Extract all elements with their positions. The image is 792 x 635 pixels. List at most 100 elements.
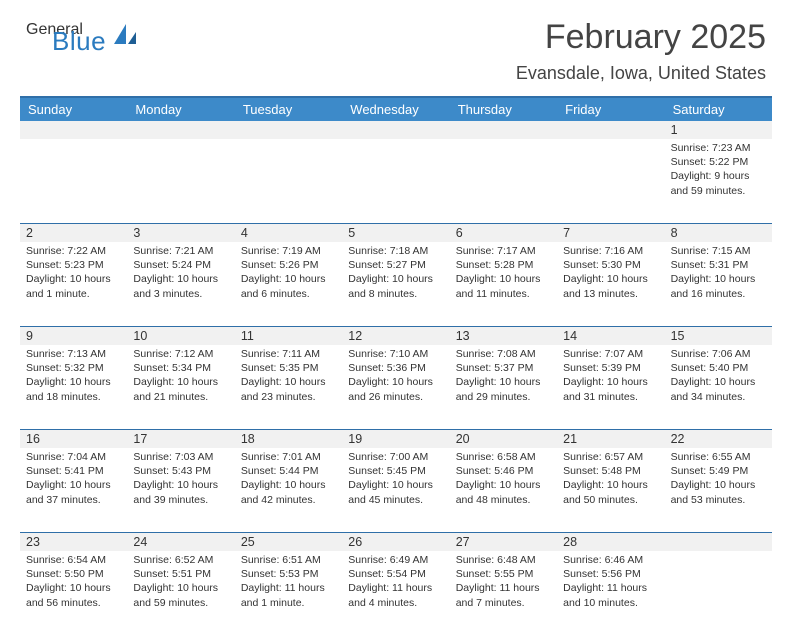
day-detail-line: Sunrise: 6:52 AM — [133, 553, 228, 567]
day-detail-line: Daylight: 10 hours — [133, 581, 228, 595]
day-cell: Sunrise: 7:04 AMSunset: 5:41 PMDaylight:… — [20, 448, 127, 532]
day-detail-line: Sunrise: 6:46 AM — [563, 553, 658, 567]
day-detail-line: Daylight: 11 hours — [563, 581, 658, 595]
day-number: 14 — [557, 327, 664, 345]
day-detail-line: and 21 minutes. — [133, 390, 228, 404]
day-detail-line: Sunrise: 6:54 AM — [26, 553, 121, 567]
day-header-monday: Monday — [127, 98, 234, 121]
day-detail-line: Daylight: 10 hours — [241, 478, 336, 492]
day-detail-line: Daylight: 10 hours — [671, 272, 766, 286]
day-detail-line: Sunset: 5:23 PM — [26, 258, 121, 272]
day-detail-line: Sunrise: 7:00 AM — [348, 450, 443, 464]
day-number: 22 — [665, 430, 772, 448]
logo-blue: Blue — [52, 30, 106, 52]
day-number: 7 — [557, 224, 664, 242]
day-detail-line: Sunset: 5:40 PM — [671, 361, 766, 375]
day-detail-line: Sunset: 5:27 PM — [348, 258, 443, 272]
week-row: Sunrise: 7:13 AMSunset: 5:32 PMDaylight:… — [20, 345, 772, 429]
day-cell: Sunrise: 7:00 AMSunset: 5:45 PMDaylight:… — [342, 448, 449, 532]
day-number: 12 — [342, 327, 449, 345]
day-detail-line: Daylight: 11 hours — [348, 581, 443, 595]
day-detail-line: Sunrise: 6:49 AM — [348, 553, 443, 567]
day-cell — [20, 139, 127, 223]
day-cell: Sunrise: 7:06 AMSunset: 5:40 PMDaylight:… — [665, 345, 772, 429]
day-header-thursday: Thursday — [450, 98, 557, 121]
day-number: 23 — [20, 533, 127, 551]
day-detail-line: Daylight: 10 hours — [26, 375, 121, 389]
day-detail-line: Sunset: 5:36 PM — [348, 361, 443, 375]
day-detail-line: Sunrise: 7:22 AM — [26, 244, 121, 258]
day-detail-line: Daylight: 10 hours — [26, 581, 121, 595]
day-detail-line: and 16 minutes. — [671, 287, 766, 301]
day-detail-line: and 53 minutes. — [671, 493, 766, 507]
day-detail-line: Sunset: 5:55 PM — [456, 567, 551, 581]
day-cell: Sunrise: 7:08 AMSunset: 5:37 PMDaylight:… — [450, 345, 557, 429]
day-header-tuesday: Tuesday — [235, 98, 342, 121]
daynum-row: 1 — [20, 121, 772, 139]
week-row: Sunrise: 7:04 AMSunset: 5:41 PMDaylight:… — [20, 448, 772, 532]
day-detail-line: Daylight: 10 hours — [348, 272, 443, 286]
day-cell — [665, 551, 772, 635]
day-detail-line: and 18 minutes. — [26, 390, 121, 404]
day-number: 21 — [557, 430, 664, 448]
day-number — [665, 533, 772, 551]
day-detail-line: Daylight: 10 hours — [563, 375, 658, 389]
day-cell: Sunrise: 7:17 AMSunset: 5:28 PMDaylight:… — [450, 242, 557, 326]
day-number: 11 — [235, 327, 342, 345]
day-detail-line: Daylight: 10 hours — [456, 272, 551, 286]
day-detail-line: and 7 minutes. — [456, 596, 551, 610]
day-detail-line: and 59 minutes. — [671, 184, 766, 198]
day-cell: Sunrise: 7:18 AMSunset: 5:27 PMDaylight:… — [342, 242, 449, 326]
month-title: February 2025 — [516, 18, 766, 57]
day-detail-line: Sunset: 5:54 PM — [348, 567, 443, 581]
day-detail-line: and 42 minutes. — [241, 493, 336, 507]
day-cell: Sunrise: 6:55 AMSunset: 5:49 PMDaylight:… — [665, 448, 772, 532]
day-number: 2 — [20, 224, 127, 242]
day-detail-line: and 4 minutes. — [348, 596, 443, 610]
day-number: 25 — [235, 533, 342, 551]
day-number: 19 — [342, 430, 449, 448]
day-detail-line: Daylight: 10 hours — [133, 375, 228, 389]
day-cell: Sunrise: 7:12 AMSunset: 5:34 PMDaylight:… — [127, 345, 234, 429]
day-number: 28 — [557, 533, 664, 551]
day-detail-line: and 34 minutes. — [671, 390, 766, 404]
day-detail-line: Sunset: 5:51 PM — [133, 567, 228, 581]
day-cell: Sunrise: 6:58 AMSunset: 5:46 PMDaylight:… — [450, 448, 557, 532]
logo-text: General Blue — [26, 23, 106, 53]
day-number: 24 — [127, 533, 234, 551]
day-detail-line: Sunrise: 6:55 AM — [671, 450, 766, 464]
day-detail-line: Sunset: 5:28 PM — [456, 258, 551, 272]
day-cell — [235, 139, 342, 223]
week-row: Sunrise: 6:54 AMSunset: 5:50 PMDaylight:… — [20, 551, 772, 635]
day-number: 4 — [235, 224, 342, 242]
day-cell — [127, 139, 234, 223]
day-detail-line: Sunrise: 7:12 AM — [133, 347, 228, 361]
day-detail-line: Sunrise: 7:18 AM — [348, 244, 443, 258]
day-detail-line: Daylight: 10 hours — [456, 478, 551, 492]
day-number — [20, 121, 127, 139]
day-detail-line: Daylight: 10 hours — [26, 478, 121, 492]
day-detail-line: Sunset: 5:22 PM — [671, 155, 766, 169]
day-header-saturday: Saturday — [665, 98, 772, 121]
day-detail-line: and 39 minutes. — [133, 493, 228, 507]
day-detail-line: Daylight: 10 hours — [563, 272, 658, 286]
day-cell: Sunrise: 6:57 AMSunset: 5:48 PMDaylight:… — [557, 448, 664, 532]
day-detail-line: and 23 minutes. — [241, 390, 336, 404]
day-detail-line: Sunset: 5:49 PM — [671, 464, 766, 478]
day-detail-line: Daylight: 9 hours — [671, 169, 766, 183]
day-detail-line: and 26 minutes. — [348, 390, 443, 404]
day-detail-line: Sunrise: 7:04 AM — [26, 450, 121, 464]
weeks-container: 1Sunrise: 7:23 AMSunset: 5:22 PMDaylight… — [20, 121, 772, 635]
day-detail-line: Sunrise: 7:10 AM — [348, 347, 443, 361]
day-detail-line: Sunset: 5:53 PM — [241, 567, 336, 581]
day-detail-line: and 50 minutes. — [563, 493, 658, 507]
day-detail-line: Sunrise: 7:17 AM — [456, 244, 551, 258]
day-number: 13 — [450, 327, 557, 345]
day-detail-line: Sunrise: 7:07 AM — [563, 347, 658, 361]
day-detail-line: and 10 minutes. — [563, 596, 658, 610]
day-cell: Sunrise: 6:46 AMSunset: 5:56 PMDaylight:… — [557, 551, 664, 635]
day-detail-line: Sunrise: 6:58 AM — [456, 450, 551, 464]
day-number: 10 — [127, 327, 234, 345]
calendar: Sunday Monday Tuesday Wednesday Thursday… — [20, 96, 772, 635]
day-header-wednesday: Wednesday — [342, 98, 449, 121]
